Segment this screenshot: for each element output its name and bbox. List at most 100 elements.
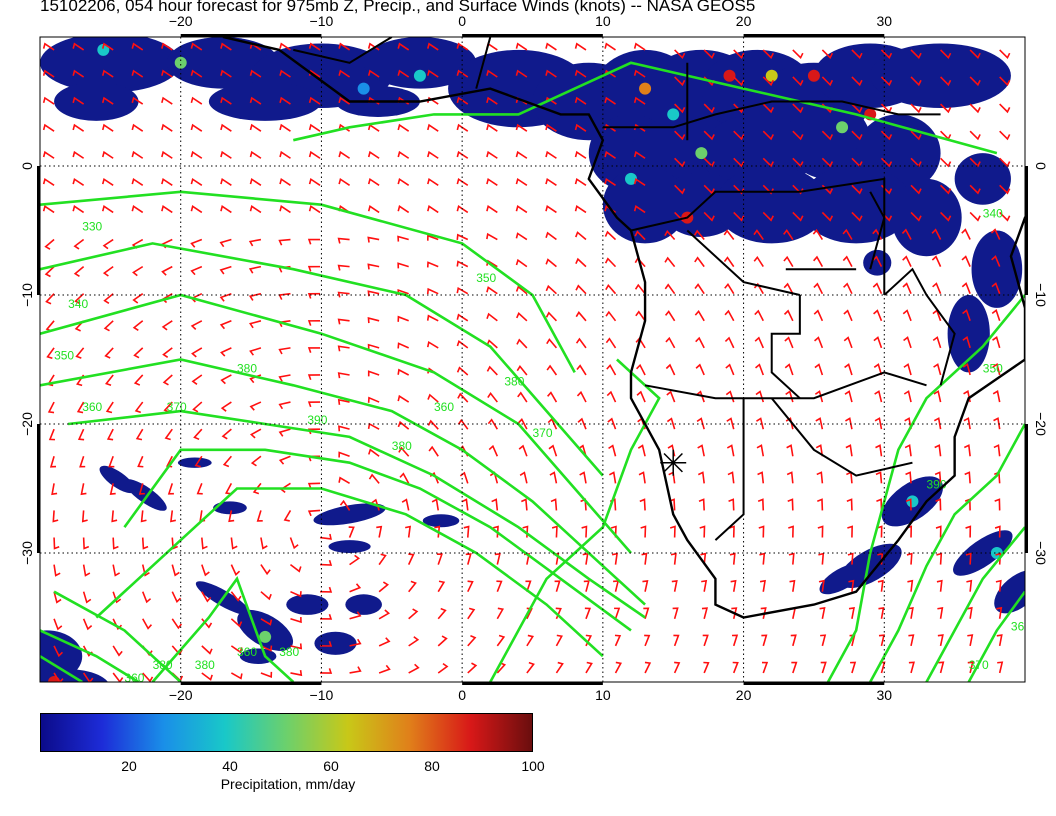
wind-barb-icon (729, 552, 736, 565)
wind-barb-icon (378, 637, 391, 647)
wind-barb-icon (230, 537, 238, 550)
wind-barb-icon (933, 390, 942, 403)
wind-barb-icon (703, 49, 715, 60)
wind-barb-icon (397, 177, 410, 187)
wind-barb-icon (936, 579, 943, 592)
wind-barb-icon (521, 498, 528, 511)
wind-barb-icon (693, 229, 705, 241)
wind-barb-icon (307, 401, 321, 408)
lon-tick-label: 30 (876, 13, 892, 29)
wind-barb-icon (220, 177, 232, 187)
lon-tick-label: −20 (169, 687, 193, 703)
wind-barb-icon (191, 374, 203, 385)
wind-barb-icon (733, 76, 745, 87)
precip-intensity-cell (357, 82, 370, 95)
precip-intensity-cell (807, 69, 820, 82)
wind-barb-icon (367, 123, 380, 132)
wind-barb-icon (669, 525, 676, 538)
wind-barb-icon (639, 498, 646, 511)
wind-barb-icon (397, 315, 409, 322)
wind-barb-icon (456, 123, 469, 132)
wind-barb-icon (222, 455, 232, 468)
wind-barb-icon (792, 49, 804, 60)
wind-barb-icon (936, 552, 943, 565)
wind-barb-icon (192, 401, 203, 413)
height-contour (869, 423, 1025, 682)
contour-label: 340 (68, 297, 88, 311)
wind-barb-icon (367, 343, 380, 350)
wind-barb-icon (935, 498, 942, 511)
wind-barb-icon (757, 498, 765, 511)
wind-barb-icon (338, 42, 351, 51)
wind-barb-icon (755, 363, 765, 376)
wind-barb-icon (582, 552, 589, 565)
wind-barb-icon (220, 42, 232, 51)
wind-barb-icon (643, 607, 650, 620)
wind-barb-icon (875, 471, 883, 484)
wind-barb-icon (792, 130, 804, 141)
wind-barb-icon (101, 96, 114, 105)
lat-tick-label: −10 (19, 283, 35, 307)
wind-barb-icon (367, 205, 380, 214)
wind-barb-icon (219, 320, 232, 330)
wind-barb-icon (760, 607, 767, 619)
wind-barb-icon (515, 150, 528, 159)
wind-barb-icon (731, 607, 738, 619)
wind-barb-icon (608, 471, 617, 484)
wind-barb-icon (844, 363, 853, 376)
wind-barb-icon (496, 580, 503, 592)
wind-barb-icon (761, 661, 769, 674)
wind-barb-icon (161, 42, 173, 51)
wind-barb-icon (196, 483, 203, 495)
wind-barb-icon (467, 580, 474, 593)
wind-barb-icon (339, 499, 351, 511)
wind-barb-icon (42, 123, 55, 132)
wind-barb-icon (969, 103, 981, 114)
wind-barb-icon (904, 444, 912, 457)
wind-barb-icon (427, 150, 439, 159)
wind-barb-icon (108, 455, 115, 468)
precip-cell (819, 563, 865, 595)
wind-barb-icon (44, 238, 55, 250)
precip-cell (286, 594, 329, 615)
wind-barb-icon (289, 537, 299, 550)
wind-barb-icon (80, 483, 87, 496)
wind-barb-icon (614, 634, 622, 647)
wind-barb-icon (279, 42, 291, 51)
wind-barb-icon (260, 537, 268, 550)
wind-barb-icon (427, 69, 439, 78)
wind-barb-icon (427, 419, 439, 430)
wind-barb-icon (307, 238, 321, 245)
wind-barb-icon (431, 498, 440, 511)
wind-barb-icon (695, 363, 705, 376)
wind-barb-icon (905, 498, 912, 511)
wind-barb-icon (49, 456, 57, 468)
lon-tick-label: 0 (458, 13, 466, 29)
wind-barb-icon (220, 96, 232, 105)
wind-barb-icon (427, 42, 439, 51)
wind-barb-icon (376, 525, 383, 538)
height-contour (40, 358, 646, 606)
wind-barb-icon (932, 336, 942, 349)
wind-barb-icon (230, 564, 241, 576)
wind-barb-icon (604, 257, 617, 268)
lat-tick-label: 0 (1033, 162, 1049, 170)
wind-barb-icon (674, 211, 686, 222)
wind-barb-icon (72, 96, 85, 105)
wind-barb-icon (405, 525, 412, 538)
wind-barb-icon (141, 591, 152, 604)
precip-cell (328, 540, 371, 553)
wind-barb-icon (491, 498, 499, 511)
wind-barb-icon (249, 177, 262, 187)
wind-barb-icon (249, 205, 262, 214)
wind-barb-icon (161, 96, 173, 105)
wind-barb-icon (53, 537, 60, 550)
wind-barb-icon (696, 390, 705, 403)
wind-barb-icon (733, 130, 745, 141)
wind-barb-icon (161, 69, 173, 78)
wind-barb-icon (519, 471, 528, 484)
wind-barb-icon (249, 320, 262, 329)
wind-barb-icon (486, 365, 498, 376)
wind-barb-icon (426, 234, 439, 241)
wind-barb-icon (456, 150, 469, 159)
